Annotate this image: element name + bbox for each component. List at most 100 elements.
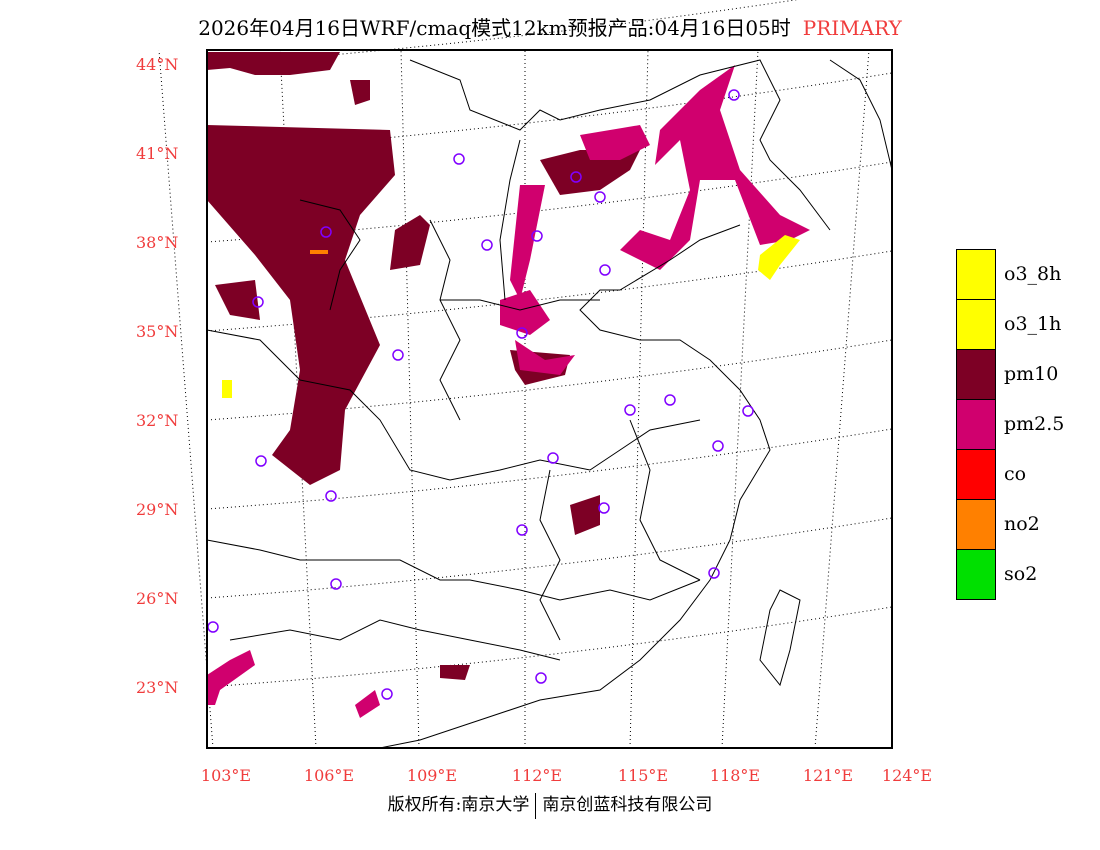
latitude-line	[206, 72, 893, 154]
legend-label: o3_8h	[1004, 263, 1062, 285]
graticule	[158, 0, 893, 749]
legend-swatch	[956, 349, 996, 399]
lat-label: 23°N	[136, 678, 179, 697]
legend-item-pm10: pm10	[956, 349, 1064, 399]
station-marker	[570, 171, 582, 183]
longitude-line	[814, 49, 870, 749]
station-marker	[728, 89, 740, 101]
footer-separator	[535, 792, 537, 819]
map-frame	[206, 49, 893, 749]
station-marker	[594, 191, 606, 203]
legend-item-co: co	[956, 449, 1064, 499]
station-marker	[516, 524, 528, 536]
station-marker	[392, 349, 404, 361]
station-marker	[531, 230, 543, 242]
pm10-areas	[207, 52, 640, 680]
station-marker	[453, 153, 465, 165]
pm10-area-hebei	[540, 150, 640, 195]
legend-swatch	[956, 449, 996, 499]
station-marker	[252, 296, 264, 308]
legend-label: no2	[1004, 513, 1040, 535]
lon-label: 109°E	[406, 766, 458, 785]
station-marker	[330, 578, 342, 590]
pm25-area-central	[510, 185, 545, 300]
map-title: 2026年04月16日WRF/cmaq模式12km预报产品:04月16日05时 P…	[0, 12, 1100, 41]
lat-label: 44°N	[136, 55, 179, 74]
station-marker	[624, 404, 636, 416]
pm10-area-jiangxi	[570, 495, 600, 535]
station-marker	[742, 405, 754, 417]
station-marker	[481, 239, 493, 251]
pm10-area-top2	[350, 80, 370, 105]
lon-label: 124°E	[881, 766, 933, 785]
station-marker	[599, 264, 611, 276]
pm10-area-guangxi	[440, 665, 470, 680]
latitude-line	[206, 161, 893, 243]
o3-area-east-sea	[758, 235, 800, 280]
pm25-area-henan	[515, 340, 575, 375]
pm10-area-shanxi	[390, 215, 430, 270]
copyright-footer: 版权所有:南京大学 南京创蓝科技有限公司	[0, 790, 1100, 819]
lat-label: 32°N	[136, 411, 179, 430]
latitude-line	[206, 339, 893, 421]
legend-swatch	[956, 499, 996, 549]
legend-label: pm10	[1004, 363, 1059, 385]
legend-swatch	[956, 249, 996, 299]
o3-area-west	[222, 380, 232, 398]
footer-right: 南京创蓝科技有限公司	[542, 795, 713, 815]
title-main: 2026年04月16日WRF/cmaq模式12km预报产品:04月16日05时	[198, 16, 791, 40]
legend-item-so2: so2	[956, 548, 1064, 600]
latitude-line	[206, 428, 893, 510]
pm25-areas	[207, 65, 810, 718]
station-marker	[598, 502, 610, 514]
pm25-area-hebei	[580, 125, 650, 160]
legend-item-pm25: pm2.5	[956, 399, 1064, 449]
legend-swatch	[956, 299, 996, 349]
legend-label: pm2.5	[1004, 413, 1065, 435]
lat-label: 41°N	[136, 144, 179, 163]
legend: o3_8h o3_1h pm10 pm2.5 co no2 so2	[956, 249, 1064, 600]
lat-label: 29°N	[136, 500, 179, 519]
station-marker	[516, 327, 528, 339]
station-marker	[535, 672, 547, 684]
pm10-area-west	[215, 280, 260, 320]
station-marker	[325, 490, 337, 502]
station-marker	[712, 440, 724, 452]
footer-left: 版权所有:南京大学	[387, 795, 530, 815]
station-marker	[320, 226, 332, 238]
legend-item-no2: no2	[956, 499, 1064, 549]
pm25-area-shandong	[500, 290, 550, 335]
station-marker	[708, 567, 720, 579]
pm25-area-guangxi	[355, 690, 380, 718]
legend-label: o3_1h	[1004, 313, 1062, 335]
pm10-area-northwest	[207, 125, 395, 485]
monitoring-stations	[207, 89, 754, 700]
latitude-line	[206, 606, 893, 688]
title-tag: PRIMARY	[802, 16, 902, 40]
station-marker	[547, 452, 559, 464]
longitude-line	[629, 49, 649, 749]
latitude-line	[206, 250, 893, 332]
lat-label: 35°N	[136, 322, 179, 341]
lon-label: 115°E	[617, 766, 669, 785]
lon-label: 106°E	[303, 766, 355, 785]
legend-item-o3-1h: o3_1h	[956, 299, 1064, 349]
lat-label: 38°N	[136, 233, 179, 252]
lon-label: 118°E	[709, 766, 761, 785]
lon-label: 121°E	[802, 766, 854, 785]
lat-label: 26°N	[136, 589, 179, 608]
latitude-line	[206, 0, 799, 66]
latitude-line	[206, 517, 893, 599]
longitude-line	[279, 49, 317, 749]
province-borders	[206, 59, 893, 749]
legend-label: so2	[1004, 563, 1038, 585]
pm10-area-top	[207, 52, 340, 75]
lon-label: 112°E	[511, 766, 563, 785]
legend-label: co	[1004, 463, 1027, 485]
pm25-area-liaoning	[620, 65, 810, 270]
station-marker	[255, 455, 267, 467]
legend-swatch	[956, 548, 996, 600]
station-marker	[381, 688, 393, 700]
